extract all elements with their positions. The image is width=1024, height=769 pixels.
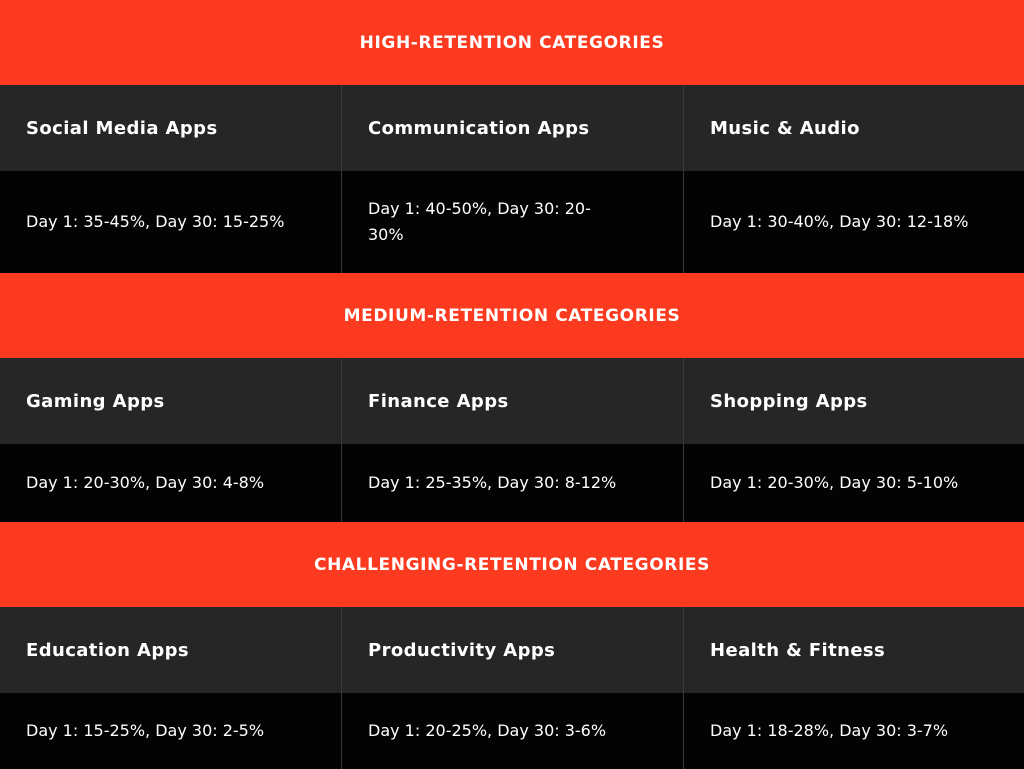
section-header-high: HIGH-RETENTION CATEGORIES <box>0 0 1024 85</box>
retention-row: Day 1: 15-25%, Day 30: 2-5% Day 1: 20-25… <box>0 693 1024 769</box>
retention-value: Day 1: 25-35%, Day 30: 8-12% <box>341 444 683 522</box>
category-name: Communication Apps <box>341 85 683 171</box>
section-header-medium: MEDIUM-RETENTION CATEGORIES <box>0 273 1024 358</box>
category-name: Education Apps <box>0 607 341 693</box>
section-header-challenging: CHALLENGING-RETENTION CATEGORIES <box>0 522 1024 607</box>
retention-value: Day 1: 35-45%, Day 30: 15-25% <box>0 171 341 273</box>
category-name: Health & Fitness <box>683 607 1024 693</box>
retention-value: Day 1: 20-30%, Day 30: 5-10% <box>683 444 1024 522</box>
category-row: Education Apps Productivity Apps Health … <box>0 607 1024 693</box>
category-row: Social Media Apps Communication Apps Mus… <box>0 85 1024 171</box>
category-name: Music & Audio <box>683 85 1024 171</box>
category-name: Productivity Apps <box>341 607 683 693</box>
retention-value: Day 1: 20-25%, Day 30: 3-6% <box>341 693 683 769</box>
retention-row: Day 1: 35-45%, Day 30: 15-25% Day 1: 40-… <box>0 171 1024 273</box>
retention-row: Day 1: 20-30%, Day 30: 4-8% Day 1: 25-35… <box>0 444 1024 522</box>
retention-value: Day 1: 20-30%, Day 30: 4-8% <box>0 444 341 522</box>
category-row: Gaming Apps Finance Apps Shopping Apps <box>0 358 1024 444</box>
category-name: Finance Apps <box>341 358 683 444</box>
retention-value: Day 1: 15-25%, Day 30: 2-5% <box>0 693 341 769</box>
retention-value: Day 1: 30-40%, Day 30: 12-18% <box>683 171 1024 273</box>
retention-value: Day 1: 18-28%, Day 30: 3-7% <box>683 693 1024 769</box>
category-name: Gaming Apps <box>0 358 341 444</box>
category-name: Social Media Apps <box>0 85 341 171</box>
retention-value: Day 1: 40-50%, Day 30: 20-30% <box>341 171 683 273</box>
category-name: Shopping Apps <box>683 358 1024 444</box>
